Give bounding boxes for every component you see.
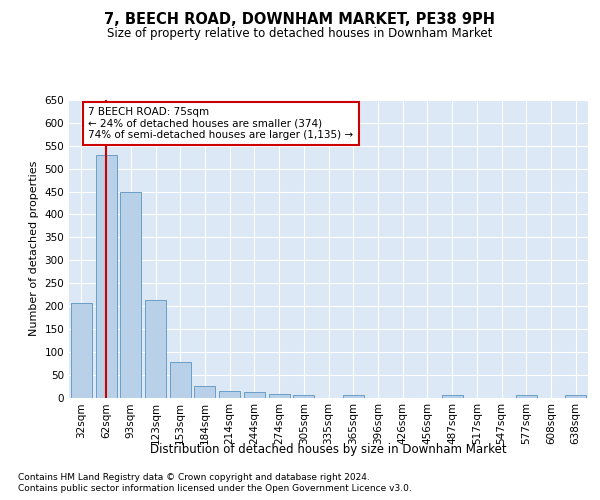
Bar — [219, 390, 240, 398]
Text: Contains HM Land Registry data © Crown copyright and database right 2024.: Contains HM Land Registry data © Crown c… — [18, 472, 370, 482]
Bar — [120, 192, 141, 398]
Bar — [194, 386, 215, 398]
Bar — [442, 395, 463, 398]
Bar — [71, 303, 92, 398]
Text: Distribution of detached houses by size in Downham Market: Distribution of detached houses by size … — [151, 442, 507, 456]
Text: Size of property relative to detached houses in Downham Market: Size of property relative to detached ho… — [107, 28, 493, 40]
Text: Contains public sector information licensed under the Open Government Licence v3: Contains public sector information licen… — [18, 484, 412, 493]
Bar — [145, 300, 166, 398]
Bar — [516, 395, 537, 398]
Bar — [343, 395, 364, 398]
Bar — [170, 362, 191, 398]
Bar — [269, 394, 290, 398]
Bar — [244, 392, 265, 398]
Text: 7 BEECH ROAD: 75sqm
← 24% of detached houses are smaller (374)
74% of semi-detac: 7 BEECH ROAD: 75sqm ← 24% of detached ho… — [88, 107, 353, 140]
Text: 7, BEECH ROAD, DOWNHAM MARKET, PE38 9PH: 7, BEECH ROAD, DOWNHAM MARKET, PE38 9PH — [104, 12, 496, 28]
Bar — [565, 395, 586, 398]
Y-axis label: Number of detached properties: Number of detached properties — [29, 161, 39, 336]
Bar — [293, 395, 314, 398]
Bar — [95, 155, 116, 398]
